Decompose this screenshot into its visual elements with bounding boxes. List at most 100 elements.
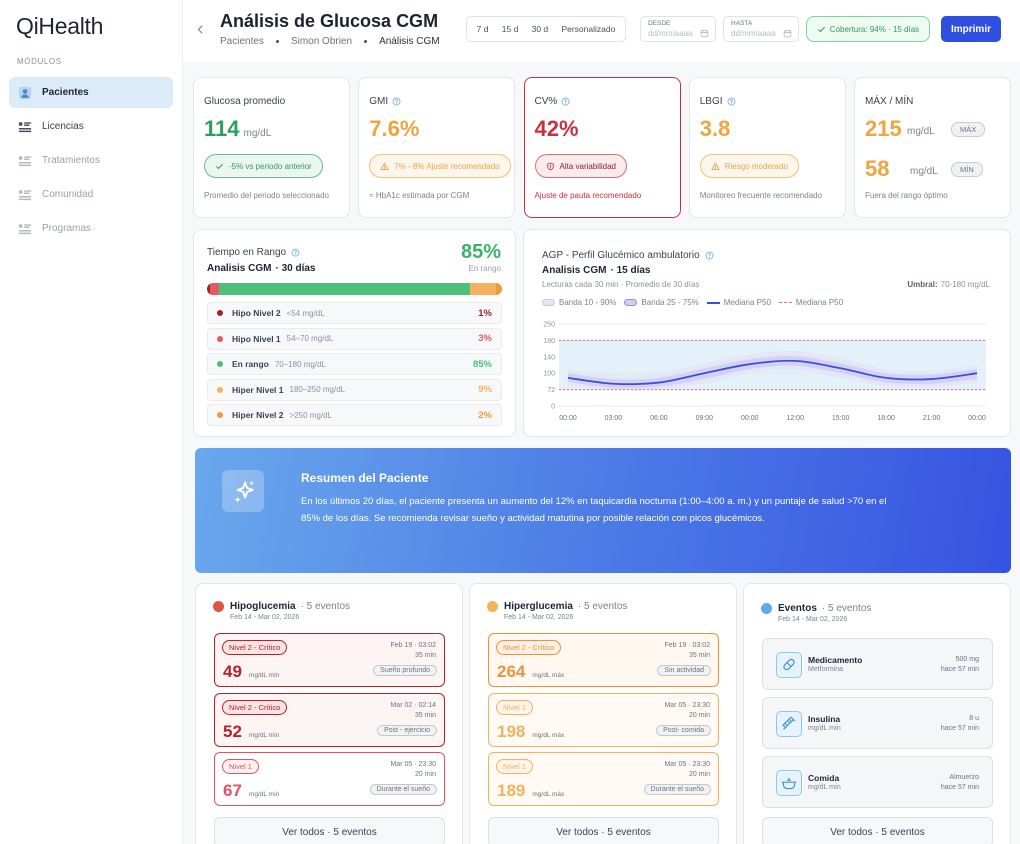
calendar-icon: [700, 29, 709, 38]
range-limits: <54 mg/dL: [286, 308, 325, 318]
level-pill: Nivel 1: [222, 759, 259, 774]
event-card[interactable]: Comida mg/dL mín Almuerzo hace 57 min: [762, 756, 993, 808]
range-limits: >250 mg/dL: [289, 410, 332, 420]
kpi-value-row: 42%: [535, 116, 579, 142]
nav-item[interactable]: Pacientes: [9, 77, 173, 108]
back-button[interactable]: [192, 21, 208, 37]
breadcrumb-item[interactable]: Simon Obrien: [290, 36, 353, 47]
view-all-button[interactable]: Ver todos · 5 eventos: [214, 817, 445, 844]
agp-card: AGP - Perfil Glucémico ambulatorio Analis…: [523, 229, 1011, 437]
column-header: Hiperglucemia · 5 eventos: [504, 601, 627, 612]
event-card[interactable]: Nivel 1 Mar 05 · 23:30 20 min 198 mg/dL máx P…: [488, 692, 719, 747]
legend-item: Banda 25 - 75%: [624, 298, 699, 307]
icon-part: [784, 29, 791, 34]
kpi-title: LBGI: [699, 96, 723, 107]
nav-item[interactable]: Licencias: [9, 111, 173, 142]
event-card[interactable]: Nivel 2 - Crítico Feb 19 · 03:02 35 min 264…: [488, 633, 719, 687]
icon-part: [18, 223, 23, 228]
column-dates: Feb 14 - Mar 02, 2026: [230, 614, 300, 621]
date-input[interactable]: HASTA dd/mm/aaaa: [723, 16, 799, 42]
summary-title: Resumen del Paciente: [301, 471, 429, 485]
view-all-button[interactable]: Ver todos · 5 eventos: [488, 817, 719, 844]
range-dot: [217, 412, 223, 418]
range-name: Hipo Nivel 1: [232, 333, 281, 344]
logo: QiHealth: [16, 13, 104, 39]
event-unit: mg/dL mín: [248, 791, 280, 798]
date-input[interactable]: DESDE dd/mm/aaaa: [640, 16, 716, 42]
kpi-note: Promedio del periodo seleccionado: [204, 191, 329, 200]
print-button[interactable]: Imprimir: [941, 16, 1001, 42]
badge-text: Riesgo moderado: [724, 161, 788, 171]
nav-item[interactable]: Comunidad: [9, 179, 173, 210]
icon-part: [18, 223, 32, 234]
extreme-value: 215: [865, 116, 902, 141]
event-column: Eventos · 5 eventos Feb 14 - Mar 02, 2026 M…: [743, 583, 1011, 844]
icon-part: [392, 97, 401, 106]
range-name: Hiper Nivel 2: [232, 410, 284, 420]
info-icon: [727, 97, 735, 106]
breadcrumb-item: Análisis CGM: [379, 36, 440, 47]
event-time: hace 57 min: [940, 666, 979, 673]
breadcrumb: Pacientes Simon Obrien Análisis CGM: [220, 36, 440, 47]
legend-swatch: [624, 299, 638, 306]
range-dot: [217, 335, 223, 342]
back-icon: [197, 25, 202, 33]
icon-part: [705, 251, 714, 260]
legend-label: Mediana P50: [723, 298, 771, 307]
column-header: Hipoglucemia · 5 eventos: [230, 601, 350, 612]
nav-label: Licencias: [42, 121, 84, 132]
breadcrumb-item[interactable]: Pacientes: [220, 36, 264, 47]
range-option[interactable]: 15 d: [501, 24, 519, 34]
kpi-value-row: 3.8: [700, 116, 731, 142]
range-percent: 9%: [478, 384, 492, 395]
x-tick-label: 12:00: [786, 415, 804, 422]
sparkle-icon: [234, 480, 255, 503]
summary-icon: [222, 470, 264, 512]
event-card[interactable]: Nivel 2 - Crítico Mar 02 · 02:14 35 min 52 m…: [214, 692, 445, 747]
range-option[interactable]: 7 d: [476, 24, 489, 34]
range-option[interactable]: 30 d: [531, 24, 549, 34]
nav-item[interactable]: Tratamientos: [9, 145, 173, 176]
info-icon: [561, 97, 570, 106]
badge-text: -5% vs periodo anterior: [229, 161, 312, 171]
range-percent: 85%: [472, 358, 492, 370]
nav-icon: [18, 121, 32, 132]
event-date: Mar 05 · 23:30: [664, 701, 710, 709]
view-all-button[interactable]: Ver todos · 5 eventos: [762, 817, 993, 844]
column-dot: [487, 601, 498, 612]
legend-item: Mediana P50: [706, 298, 771, 307]
headline-note: En rango: [468, 264, 501, 273]
y-tick-label: 250: [543, 322, 555, 329]
column-dates: Feb 14 - Mar 02, 2026: [504, 614, 574, 621]
legend-item: Banda 10 - 90%: [542, 298, 616, 307]
extreme-unit: mg/dL: [910, 166, 938, 177]
agp-chart: 0 72 100 140 180 250 00:00 03:00 06:00 09:00 00:00…: [543, 322, 986, 422]
icon-part: [729, 99, 733, 104]
event-card[interactable]: Insulina mg/dL mín 8 u hace 57 min: [762, 697, 993, 749]
event-date: Feb 19 · 03:02: [664, 642, 710, 649]
legend-item: Mediana P50: [778, 298, 843, 307]
coverage-badge: Cobertura: 94% · 15 días: [806, 16, 930, 42]
range-option[interactable]: Personalizado: [561, 24, 616, 34]
event-value-row: 49 mg/dL mín: [223, 662, 279, 682]
range-segment: [496, 283, 502, 295]
level-pill: Nivel 2 - Crítico: [222, 640, 288, 655]
column-count: · 5 eventos: [300, 601, 351, 612]
event-card[interactable]: Medicamento Metformina 500 mg hace 57 min: [762, 638, 993, 690]
legend-label: Banda 25 - 75%: [641, 298, 699, 307]
nav-item[interactable]: Programas: [9, 213, 173, 244]
column-title: Hiperglucemia: [504, 601, 573, 612]
icon-part: [18, 155, 23, 160]
icon-part: [786, 662, 792, 668]
event-card[interactable]: Nivel 2 - Crítico Feb 19 · 03:02 35 min 49 m…: [214, 633, 445, 687]
kpi-title: GMI: [369, 96, 389, 107]
date-placeholder: dd/mm/aaaa: [648, 29, 693, 38]
column-dates: Feb 14 - Mar 02, 2026: [778, 616, 848, 623]
icon-part: [234, 480, 255, 503]
kpi-title: CV%: [534, 96, 558, 107]
summary-banner: Resumen del Paciente En los últimos 20 dí…: [195, 448, 1011, 573]
event-card[interactable]: Nivel 1 Mar 05 · 23:30 20 min 67 mg/dL mín Du…: [214, 752, 445, 806]
event-card[interactable]: Nivel 1 Mar 05 · 23:30 20 min 189 mg/dL máx D…: [488, 752, 719, 806]
card-title-row: Tiempo en Rango: [207, 247, 300, 258]
kpi-value: 3.8: [699, 116, 731, 141]
